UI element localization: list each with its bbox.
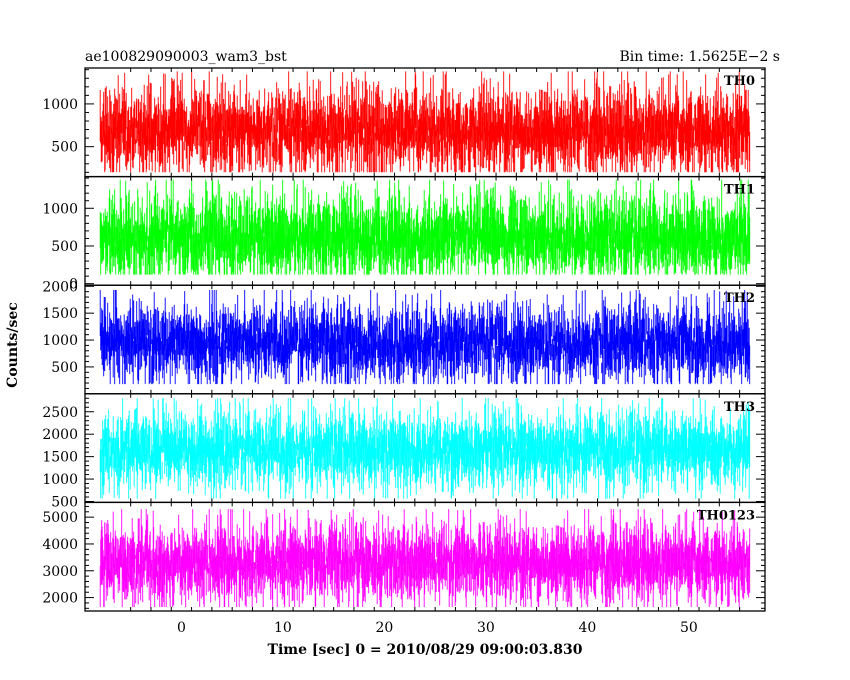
series-line-th2 (99, 290, 751, 385)
y-tick-label: 500 (51, 140, 78, 156)
y-tick-label: 2000 (42, 591, 78, 607)
panel-th2: 500 1000 1500 2000 TH2 (42, 279, 766, 395)
y-tick-label: 2000 (42, 279, 78, 295)
series-line-th0123 (99, 509, 751, 607)
x-tick-label: 10 (274, 620, 292, 636)
series-line-th3 (99, 398, 751, 499)
panel-th0123: 2000 3000 4000 5000 TH0123 (42, 501, 766, 612)
panel-frame (84, 501, 766, 612)
figure-title: ae100829090003_wam3_bst (85, 49, 287, 65)
y-tick-label: 1500 (42, 450, 78, 466)
y-tick-label: 500 (51, 360, 78, 376)
panel-name-label: TH2 (724, 291, 755, 306)
y-tick-label: 1000 (42, 97, 78, 113)
y-tick-label: 1000 (42, 472, 78, 488)
y-tick-label: 500 (51, 495, 78, 511)
y-tick-label: 500 (51, 239, 78, 255)
panel-name-label: TH1 (724, 183, 755, 198)
x-tick-label: 0 (177, 620, 186, 636)
panel-name-label: TH0123 (697, 508, 755, 523)
x-axis-label: Time [sec] 0 = 2010/08/29 09:00:03.830 (268, 642, 583, 658)
x-tick-label: 50 (680, 620, 698, 636)
y-tick-label: 5000 (42, 510, 78, 526)
y-tick-label: 1000 (42, 333, 78, 349)
bin-time-label: Bin time: 1.5625E−2 s (619, 49, 780, 65)
series-line-th0 (99, 71, 751, 173)
y-tick-label: 3000 (42, 564, 78, 580)
x-tick-label: 40 (578, 620, 596, 636)
series-line-th1 (99, 179, 751, 275)
panel-name-label: TH0 (724, 74, 755, 89)
y-tick-label: 2000 (42, 427, 78, 443)
y-tick-label: 2500 (42, 405, 78, 421)
x-tick-label: 30 (477, 620, 495, 636)
y-tick-label: 1000 (42, 201, 78, 217)
x-tick-label: 20 (375, 620, 393, 636)
y-tick-label: 1500 (42, 306, 78, 322)
y-tick-label: 0 (69, 277, 78, 293)
y-tick-label: 4000 (42, 537, 78, 553)
panel-th1: 0 500 1000 TH1 (42, 175, 766, 293)
y-axis-label: Counts/sec (5, 302, 21, 388)
panel-stack: 5001000TH005001000TH1500100015002000TH25… (42, 67, 766, 636)
panel-name-label: TH3 (724, 400, 755, 415)
panel-th0: 500 1000 TH0 (42, 67, 766, 178)
panel-th3: 500 1000 1500 2000 2500 TH3 (42, 393, 766, 511)
